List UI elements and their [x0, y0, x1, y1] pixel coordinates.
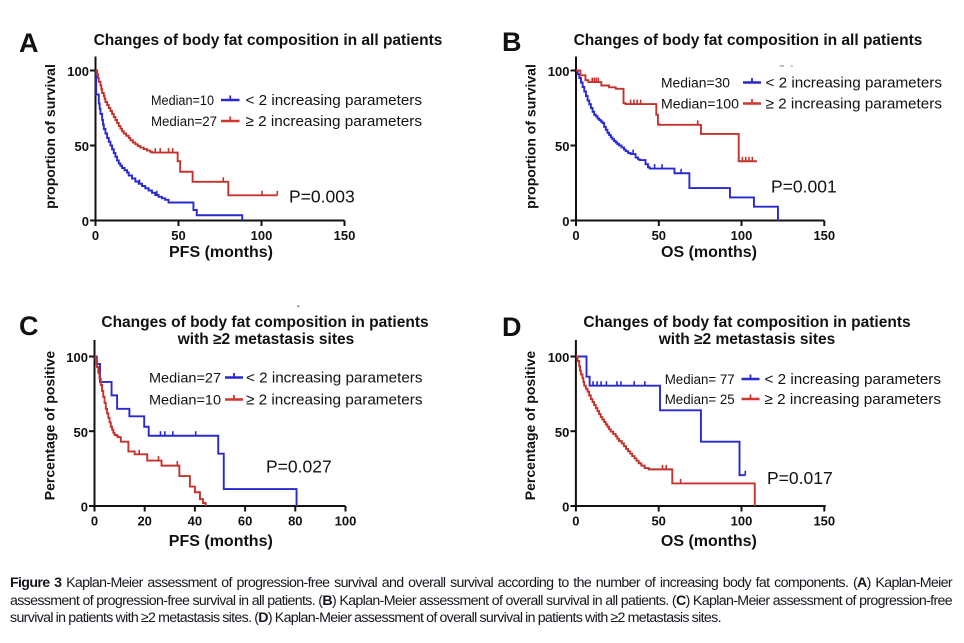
svg-text:50: 50 [171, 228, 185, 243]
svg-text:40: 40 [188, 514, 202, 529]
svg-text:0: 0 [562, 214, 569, 229]
svg-text:P=0.003: P=0.003 [289, 187, 355, 207]
svg-text:proportion of survival: proportion of survival [42, 64, 58, 209]
svg-text:0: 0 [82, 214, 89, 229]
svg-text:PFS (months): PFS (months) [169, 244, 273, 261]
svg-text:≥ 2 increasing parameters: ≥ 2 increasing parameters [246, 392, 423, 409]
svg-text:0: 0 [91, 514, 98, 529]
svg-text:100: 100 [335, 514, 357, 529]
svg-text:≥ 2 increasing parameters: ≥ 2 increasing parameters [766, 96, 943, 113]
svg-text:50: 50 [555, 139, 569, 154]
svg-text:OS (months): OS (months) [661, 244, 757, 261]
svg-text:with ≥2 metastasis sites: with ≥2 metastasis sites [177, 331, 355, 348]
svg-text:< 2 increasing parameters: < 2 increasing parameters [765, 371, 942, 388]
svg-text:OS (months): OS (months) [661, 533, 757, 550]
svg-text:A: A [19, 28, 39, 58]
svg-text:Changes of body fat compositio: Changes of body fat composition in all p… [574, 32, 923, 49]
svg-text:0: 0 [562, 500, 569, 515]
svg-text:Median=27: Median=27 [151, 114, 217, 130]
svg-text:150: 150 [813, 514, 835, 529]
svg-text:< 2 increasing parameters: < 2 increasing parameters [766, 75, 943, 92]
svg-text:Percentage of positive: Percentage of positive [42, 351, 58, 501]
svg-text:< 2 increasing parameters: < 2 increasing parameters [246, 370, 423, 387]
svg-text:50: 50 [74, 425, 88, 440]
svg-text:with ≥2 metastasis sites: with ≥2 metastasis sites [658, 331, 836, 348]
svg-text:60: 60 [238, 514, 252, 529]
svg-text:100: 100 [731, 228, 753, 243]
svg-text:100: 100 [67, 64, 89, 79]
svg-text:Median=27: Median=27 [149, 371, 221, 387]
svg-text:Changes of body fat compositio: Changes of body fat composition in all p… [94, 32, 443, 49]
svg-text:Median= 25: Median= 25 [665, 392, 735, 408]
svg-text:Median=100: Median=100 [661, 97, 739, 113]
svg-text:< 2 increasing parameters: < 2 increasing parameters [246, 92, 423, 109]
svg-text:P=0.001: P=0.001 [771, 177, 837, 197]
svg-text:proportion of survival: proportion of survival [523, 64, 539, 209]
svg-text:P=0.027: P=0.027 [266, 457, 332, 477]
svg-text:50: 50 [651, 514, 665, 529]
svg-text:Median=10: Median=10 [149, 393, 221, 409]
svg-text:≥ 2 increasing parameters: ≥ 2 increasing parameters [765, 391, 942, 408]
svg-text:100: 100 [251, 228, 273, 243]
svg-text:0: 0 [572, 514, 579, 529]
svg-text:50: 50 [75, 139, 89, 154]
svg-text:PFS (months): PFS (months) [169, 533, 273, 550]
svg-text:P=0.017: P=0.017 [767, 468, 833, 488]
svg-text:Median=10: Median=10 [151, 93, 214, 109]
svg-text:≥ 2 increasing parameters: ≥ 2 increasing parameters [246, 113, 423, 130]
svg-text:C: C [19, 311, 39, 341]
svg-text:Percentage of positive: Percentage of positive [522, 351, 538, 501]
svg-text:150: 150 [813, 228, 835, 243]
svg-text:Changes of body fat compositio: Changes of body fat composition in patie… [101, 314, 428, 331]
svg-text:0: 0 [92, 228, 99, 243]
svg-text:20: 20 [137, 514, 151, 529]
svg-text:100: 100 [548, 64, 570, 79]
svg-text:0: 0 [81, 500, 88, 515]
svg-text:D: D [502, 312, 522, 342]
svg-text:150: 150 [334, 228, 356, 243]
svg-text:50: 50 [652, 228, 666, 243]
svg-text:Median=30: Median=30 [661, 76, 730, 92]
svg-text:100: 100 [731, 514, 753, 529]
svg-text:Changes of body fat compositio: Changes of body fat composition in patie… [583, 314, 910, 331]
svg-text:100: 100 [548, 350, 570, 365]
svg-text:50: 50 [555, 425, 569, 440]
svg-text:B: B [502, 27, 522, 57]
svg-text:80: 80 [288, 514, 302, 529]
svg-text:0: 0 [572, 228, 579, 243]
svg-text:Median= 77: Median= 77 [665, 372, 735, 388]
svg-text:100: 100 [66, 350, 88, 365]
